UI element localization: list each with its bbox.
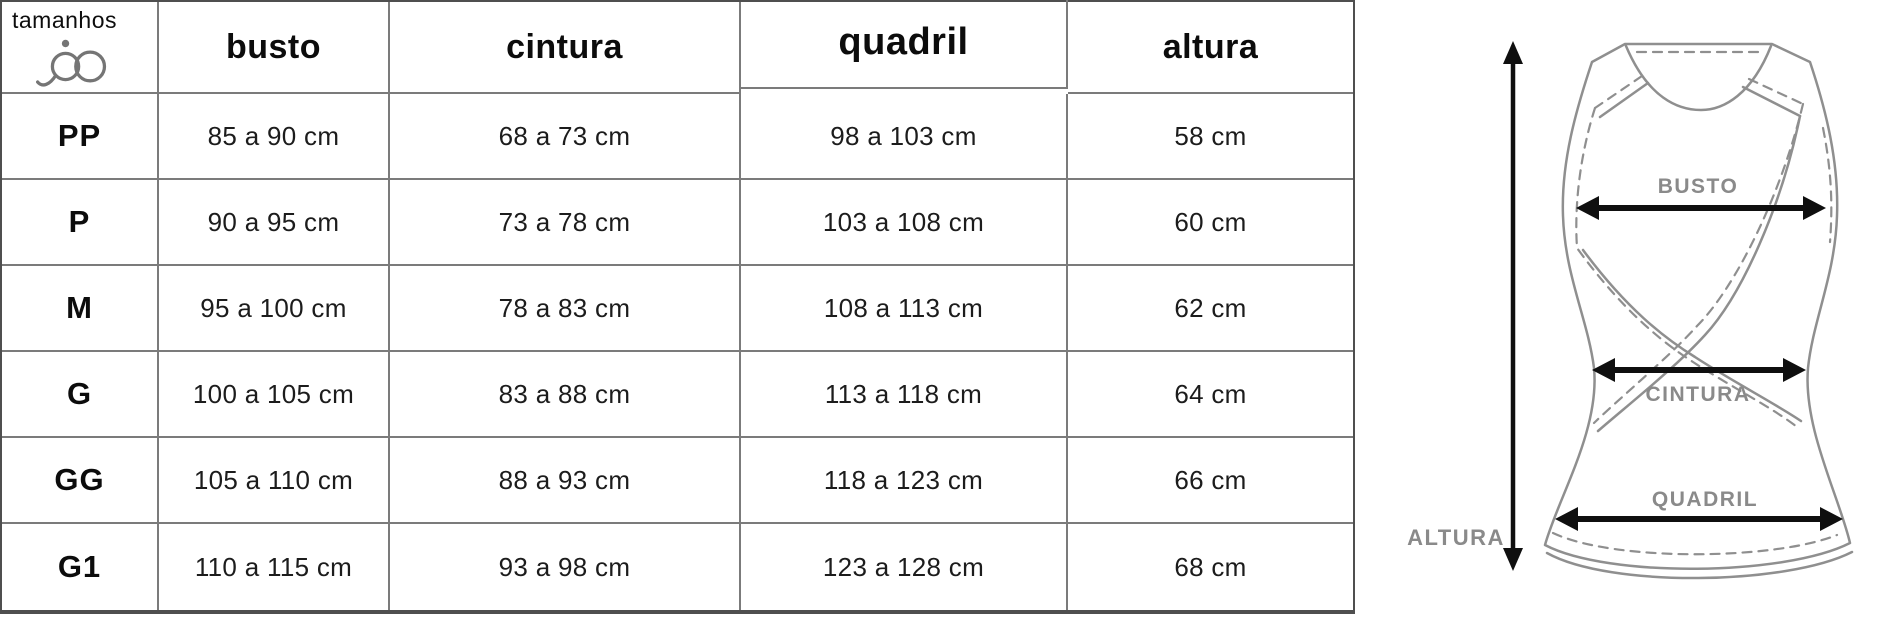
altura-value: 64 cm: [1068, 352, 1353, 438]
cintura-value: 68 a 73 cm: [390, 94, 741, 180]
busto-value: 85 a 90 cm: [159, 94, 390, 180]
header-cell-busto: busto: [159, 2, 390, 94]
quadril-value: 98 a 103 cm: [741, 94, 1068, 180]
header-cell-cintura: cintura: [390, 2, 741, 94]
busto-value: 95 a 100 cm: [159, 266, 390, 352]
tamanhos-label: tamanhos: [12, 7, 118, 33]
busto-value: 105 a 110 cm: [159, 438, 390, 524]
garment-measure-diagram: BUSTO CINTURA QUADRIL ALTURA: [1407, 41, 1854, 580]
quadril-value: 113 a 118 cm: [741, 352, 1068, 438]
waist-arrow: [1592, 358, 1806, 382]
header-cell-quadril: quadril: [741, 0, 1068, 89]
busto-value: 90 a 95 cm: [159, 180, 390, 266]
bust-label: BUSTO: [1658, 175, 1739, 198]
quadril-value: 123 a 128 cm: [741, 524, 1068, 610]
waist-label: CINTURA: [1646, 383, 1751, 406]
garment-seam-dashed-lines: [1551, 50, 1839, 556]
size-label: GG: [2, 438, 159, 524]
size-table: tamanhos busto cintura quadril altura PP…: [0, 0, 1355, 614]
busto-value: 100 a 105 cm: [159, 352, 390, 438]
garment-outline: [1543, 42, 1854, 580]
quadril-value: 118 a 123 cm: [741, 438, 1068, 524]
busto-value: 110 a 115 cm: [159, 524, 390, 610]
corner-cell-tamanhos: tamanhos: [2, 2, 159, 94]
hip-arrow: [1555, 507, 1843, 531]
cintura-value: 93 a 98 cm: [390, 524, 741, 610]
altura-value: 60 cm: [1068, 180, 1353, 266]
bust-arrow: [1576, 196, 1826, 220]
size-label: G1: [2, 524, 159, 610]
altura-value: 58 cm: [1068, 94, 1353, 180]
header-cell-altura: altura: [1068, 2, 1353, 94]
height-label: ALTURA: [1407, 525, 1505, 550]
size-label: M: [2, 266, 159, 352]
altura-value: 66 cm: [1068, 438, 1353, 524]
size-label: PP: [2, 94, 159, 180]
cintura-value: 88 a 93 cm: [390, 438, 741, 524]
hip-label: QUADRIL: [1652, 488, 1758, 511]
size-label: G: [2, 352, 159, 438]
quadril-value: 108 a 113 cm: [741, 266, 1068, 352]
quadril-value: 103 a 108 cm: [741, 180, 1068, 266]
cintura-value: 83 a 88 cm: [390, 352, 741, 438]
altura-value: 68 cm: [1174, 551, 1247, 582]
jo-brand-logo-icon: [36, 39, 107, 87]
cintura-value: 73 a 78 cm: [390, 180, 741, 266]
altura-value: 62 cm: [1068, 266, 1353, 352]
cintura-value: 78 a 83 cm: [390, 266, 741, 352]
height-arrow: [1503, 41, 1523, 571]
size-label: P: [2, 180, 159, 266]
